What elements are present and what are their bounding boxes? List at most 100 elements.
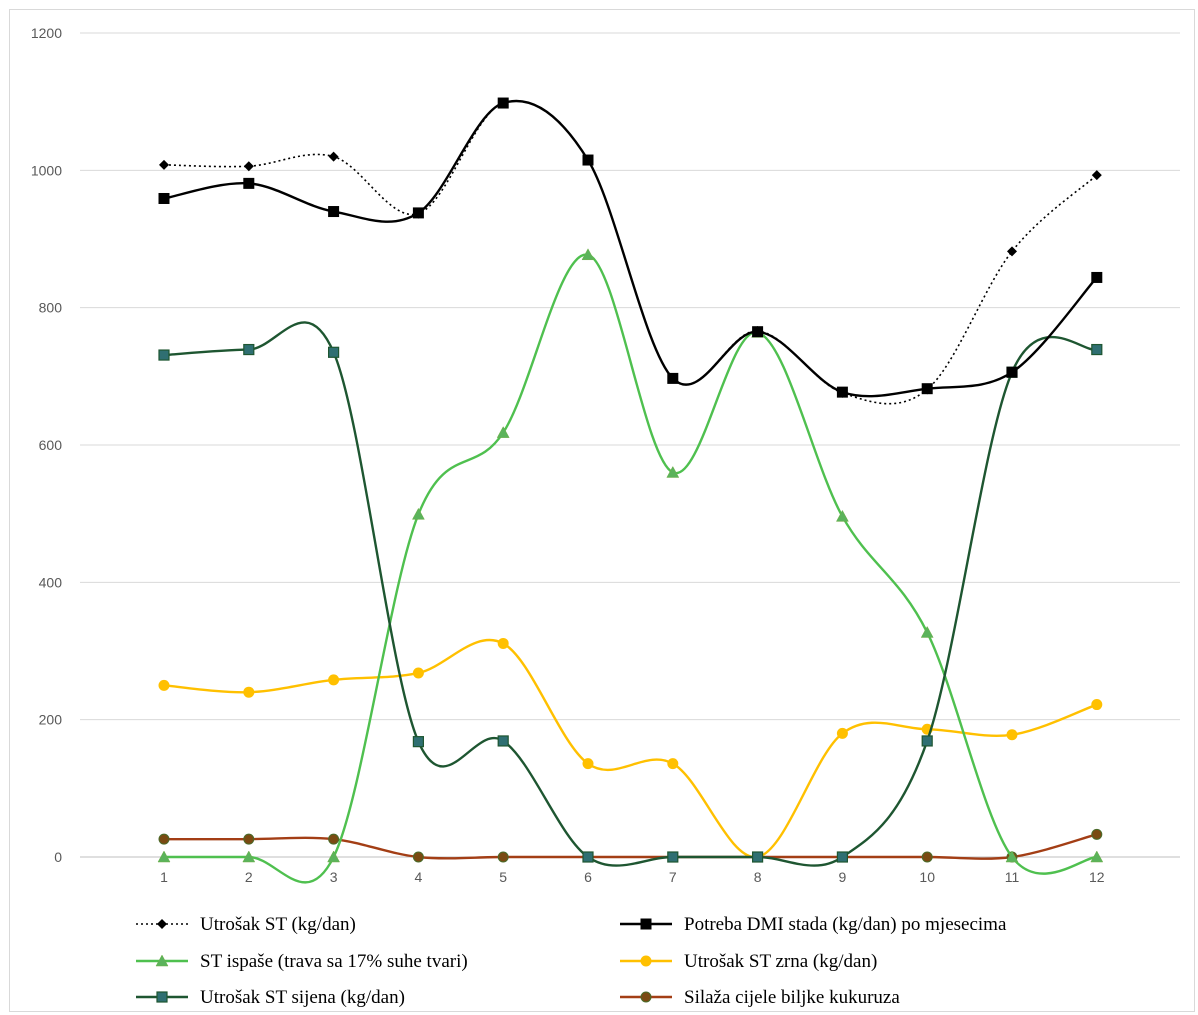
x-tick-label: 1 — [160, 869, 168, 885]
data-point — [328, 833, 340, 845]
series-line — [163, 833, 1098, 860]
data-point — [327, 850, 341, 863]
y-tick-label: 200 — [39, 712, 63, 728]
x-tick-label: 6 — [584, 869, 592, 885]
legend-item: ST ispaše (trava sa 17% suhe tvari) — [136, 951, 468, 972]
legend-label: Utrošak ST (kg/dan) — [200, 914, 356, 935]
series-2 — [158, 97, 1103, 398]
data-point — [497, 637, 509, 649]
data-point — [497, 97, 509, 109]
series-5 — [158, 321, 1103, 867]
data-point — [158, 192, 170, 204]
data-point — [1005, 850, 1019, 863]
data-point — [243, 833, 255, 845]
data-point — [328, 151, 339, 162]
x-tick-label: 2 — [245, 869, 253, 885]
legend-label: Utrošak ST sijena (kg/dan) — [200, 987, 405, 1008]
series-line — [163, 321, 1098, 867]
x-tick-label: 11 — [1005, 869, 1020, 885]
data-point — [497, 735, 509, 747]
y-tick-label: 1000 — [31, 162, 62, 178]
data-point — [1006, 729, 1018, 741]
x-tick-label: 10 — [919, 869, 935, 885]
data-point — [1091, 343, 1103, 356]
data-point — [921, 735, 933, 747]
series-4 — [158, 637, 1103, 863]
data-point — [1007, 246, 1017, 257]
data-point — [1091, 828, 1103, 840]
data-point — [582, 154, 594, 166]
legend-item: Utrošak ST sijena (kg/dan) — [136, 987, 405, 1008]
y-tick-label: 400 — [39, 574, 63, 590]
x-tick-label: 7 — [669, 869, 677, 885]
data-point — [412, 207, 424, 219]
data-point — [497, 851, 509, 863]
data-point — [836, 727, 848, 739]
data-point — [836, 386, 848, 398]
data-point — [667, 372, 679, 384]
data-point — [412, 667, 424, 679]
data-point — [411, 507, 425, 520]
y-tick-label: 800 — [39, 300, 63, 316]
series-line — [163, 638, 1098, 859]
legend-item: Utrošak ST (kg/dan) — [136, 914, 356, 935]
data-point — [835, 509, 849, 522]
legend-marker — [640, 955, 652, 967]
data-point — [243, 343, 255, 356]
data-point — [243, 686, 255, 698]
data-point — [243, 177, 255, 189]
data-point — [328, 206, 340, 218]
data-point — [921, 851, 933, 863]
legend-item: Potreba DMI stada (kg/dan) po mjesecima — [620, 914, 1007, 935]
data-point — [1090, 850, 1104, 863]
y-tick-label: 600 — [39, 437, 63, 453]
data-point — [1006, 366, 1018, 378]
data-point — [582, 758, 594, 770]
data-point — [412, 851, 424, 863]
data-point — [1091, 271, 1103, 283]
data-point — [328, 346, 340, 358]
grid-lines — [80, 32, 1180, 858]
legend-label: Potreba DMI stada (kg/dan) po mjesecima — [684, 914, 1007, 935]
data-point — [581, 248, 595, 261]
x-tick-label: 12 — [1089, 869, 1105, 885]
x-tick-label: 9 — [839, 869, 847, 885]
legend-item: Utrošak ST zrna (kg/dan) — [620, 951, 877, 972]
data-point — [752, 326, 764, 338]
y-tick-label: 0 — [54, 849, 62, 865]
series-layer — [157, 97, 1104, 884]
data-point — [666, 465, 680, 478]
series-line — [163, 99, 1098, 398]
data-point — [667, 851, 679, 863]
x-tick-label: 4 — [415, 869, 423, 885]
data-point — [158, 679, 170, 691]
chart-frame — [9, 9, 1195, 1012]
legend-marker — [155, 954, 169, 967]
legend-label: ST ispaše (trava sa 17% suhe tvari) — [200, 951, 468, 972]
data-point — [1091, 699, 1103, 711]
legend-label: Silaža cijele biljke kukuruza — [684, 987, 900, 1008]
y-axis-tick-labels: 0 200 400 600 800 1000 1200 — [31, 25, 62, 865]
data-point — [582, 851, 594, 863]
data-point — [1091, 170, 1102, 181]
x-axis: 1 2 3 4 5 6 7 8 9 10 11 12 — [160, 869, 1105, 885]
x-tick-label: 5 — [499, 869, 507, 885]
data-point — [667, 758, 679, 770]
y-tick-label: 1200 — [31, 25, 62, 41]
data-point — [328, 674, 340, 686]
data-point — [243, 161, 254, 172]
data-point — [920, 625, 934, 638]
data-point — [496, 426, 510, 438]
legend: Utrošak ST (kg/dan) Potreba DMI stada (kg… — [136, 914, 1007, 1008]
x-tick-label: 3 — [330, 869, 338, 885]
data-point — [157, 850, 171, 863]
data-point — [836, 851, 849, 863]
legend-marker — [640, 991, 652, 1003]
legend-label: Utrošak ST zrna (kg/dan) — [684, 951, 877, 972]
legend-marker — [157, 919, 167, 929]
data-point — [159, 159, 169, 170]
data-point — [158, 349, 170, 361]
legend-item: Silaža cijele biljke kukuruza — [620, 987, 900, 1008]
data-point — [921, 383, 933, 395]
